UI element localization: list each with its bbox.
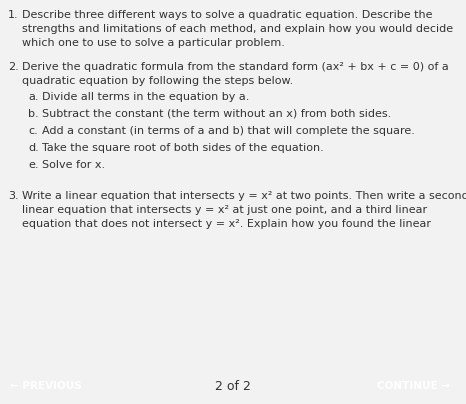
Text: equation that does not intersect y = x². Explain how you found the linear: equation that does not intersect y = x².… [22, 219, 431, 229]
Text: a.: a. [28, 92, 39, 102]
Text: which one to use to solve a particular problem.: which one to use to solve a particular p… [22, 38, 285, 48]
Text: e.: e. [28, 160, 39, 170]
Text: strengths and limitations of each method, and explain how you would decide: strengths and limitations of each method… [22, 24, 453, 34]
Text: c.: c. [28, 126, 38, 136]
Text: Subtract the constant (the term without an x) from both sides.: Subtract the constant (the term without … [42, 109, 391, 119]
Text: Write a linear equation that intersects y = x² at two points. Then write a secon: Write a linear equation that intersects … [22, 191, 466, 201]
Text: b.: b. [28, 109, 39, 119]
Text: CONTINUE →: CONTINUE → [377, 381, 450, 391]
Text: Describe three different ways to solve a quadratic equation. Describe the: Describe three different ways to solve a… [22, 10, 432, 20]
Text: Take the square root of both sides of the equation.: Take the square root of both sides of th… [42, 143, 324, 153]
Text: 1.: 1. [8, 10, 19, 20]
Text: quadratic equation by following the steps below.: quadratic equation by following the step… [22, 76, 293, 86]
Text: Solve for x.: Solve for x. [42, 160, 105, 170]
Text: linear equation that intersects y = x² at just one point, and a third linear: linear equation that intersects y = x² a… [22, 205, 427, 215]
Text: d.: d. [28, 143, 39, 153]
Text: Derive the quadratic formula from the standard form (ax² + bx + c = 0) of a: Derive the quadratic formula from the st… [22, 62, 449, 72]
Text: ← PREVIOUS: ← PREVIOUS [10, 381, 81, 391]
Text: Divide all terms in the equation by a.: Divide all terms in the equation by a. [42, 92, 249, 102]
Text: 3.: 3. [8, 191, 19, 201]
Text: 2.: 2. [8, 62, 19, 72]
Text: 2 of 2: 2 of 2 [215, 379, 251, 393]
Text: Add a constant (in terms of a and b) that will complete the square.: Add a constant (in terms of a and b) tha… [42, 126, 415, 136]
